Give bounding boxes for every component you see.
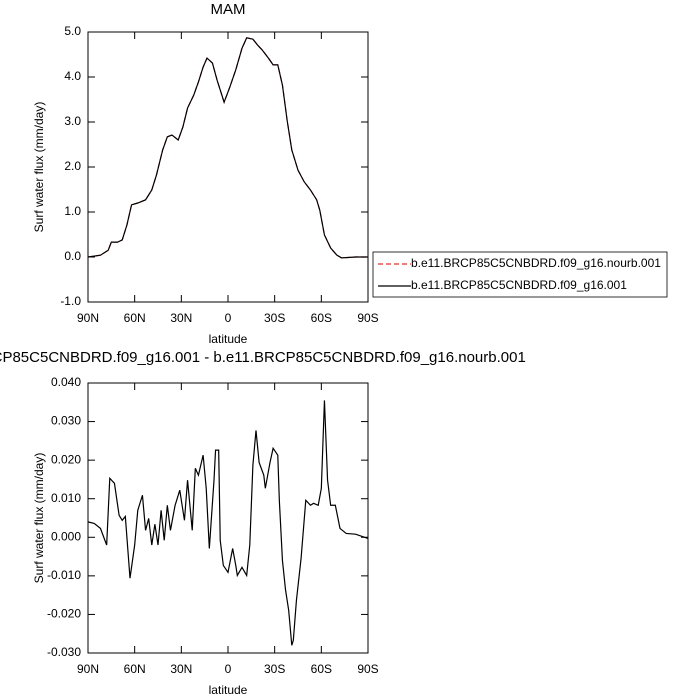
- legend-label: b.e11.BRCP85C5CNBDRD.f09_g16.001: [411, 278, 627, 292]
- x-tick-label: 30N: [170, 662, 192, 676]
- x-tick-label: 60S: [311, 662, 332, 676]
- x-tick-label: 0: [225, 311, 232, 325]
- x-axis-label: latitude: [209, 332, 248, 346]
- x-tick-label: 30N: [170, 311, 192, 325]
- x-tick-label: 60N: [124, 662, 146, 676]
- series-line: [87, 37, 368, 259]
- y-tick-label: 0.0: [64, 249, 81, 263]
- x-tick-label: 90S: [357, 311, 378, 325]
- x-tick-label: 30S: [264, 311, 285, 325]
- x-tick-label: 90S: [357, 662, 378, 676]
- plot-frame: [87, 382, 369, 654]
- y-tick-label: 5.0: [64, 24, 81, 38]
- chart-title: b.e11.BRCP85C5CNBDRD.f09_g16.001 - b.e11…: [0, 349, 526, 366]
- series-line: [87, 37, 368, 259]
- y-tick-label: -0.020: [47, 607, 81, 621]
- x-tick-label: 90N: [77, 311, 99, 325]
- y-tick-label: 3.0: [64, 114, 81, 128]
- x-tick-label: 60S: [311, 311, 332, 325]
- y-tick-label: 0.010: [51, 491, 81, 505]
- y-tick-label: 4.0: [64, 69, 81, 83]
- y-tick-label: 0.020: [51, 452, 81, 466]
- legend-box: [372, 251, 668, 298]
- y-axis-label: Surf water flux (mm/day): [32, 453, 46, 584]
- x-tick-label: 30S: [264, 662, 285, 676]
- y-tick-label: 2.0: [64, 159, 81, 173]
- y-tick-label: 1.0: [64, 204, 81, 218]
- y-tick-label: 0.030: [51, 414, 81, 428]
- y-tick-label: 0.040: [51, 375, 81, 389]
- y-tick-label: -0.030: [47, 645, 81, 659]
- y-tick-label: -0.010: [47, 568, 81, 582]
- y-tick-label: -1.0: [60, 294, 81, 308]
- x-axis-label: latitude: [209, 683, 248, 697]
- y-tick-label: 0.000: [51, 529, 81, 543]
- chart-title: MAM: [211, 1, 246, 18]
- series-line: [87, 400, 369, 646]
- y-axis-label: Surf water flux (mm/day): [32, 102, 46, 233]
- plot-frame: [87, 31, 369, 303]
- legend-label: b.e11.BRCP85C5CNBDRD.f09_g16.nourb.001: [411, 256, 661, 270]
- x-tick-label: 0: [225, 662, 232, 676]
- x-tick-label: 90N: [77, 662, 99, 676]
- x-tick-label: 60N: [124, 311, 146, 325]
